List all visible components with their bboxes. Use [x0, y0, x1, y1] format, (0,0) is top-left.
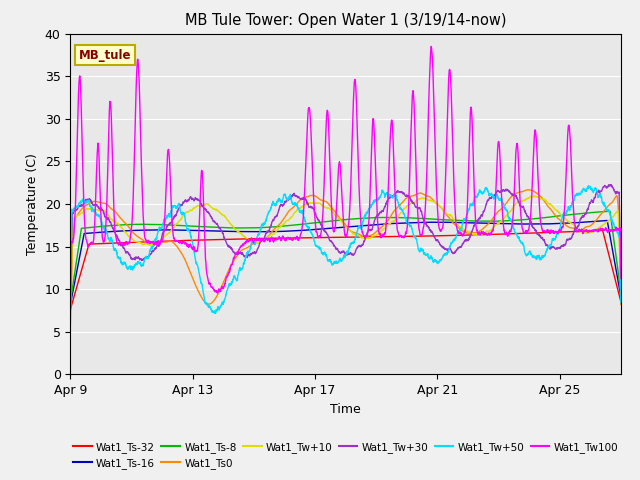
Wat1_Ts0: [129, 230, 137, 236]
Wat1_Ts-8: [301, 221, 309, 227]
Wat1_Ts-8: [162, 222, 170, 228]
Wat1_Ts-16: [278, 228, 285, 234]
Wat1_Tw100: [547, 228, 555, 233]
Wat1_Tw+50: [585, 183, 593, 189]
Wat1_Tw+50: [278, 199, 285, 205]
Y-axis label: Temperature (C): Temperature (C): [26, 153, 39, 255]
Wat1_Tw+30: [301, 196, 309, 202]
Wat1_Ts-8: [606, 210, 614, 216]
Line: Wat1_Ts-8: Wat1_Ts-8: [70, 211, 621, 302]
Wat1_Tw+50: [162, 216, 170, 222]
Wat1_Ts-32: [606, 257, 614, 263]
Wat1_Tw+30: [606, 183, 614, 189]
Wat1_Tw100: [617, 275, 625, 281]
Wat1_Ts0: [278, 219, 285, 225]
Line: Wat1_Tw+30: Wat1_Tw+30: [70, 185, 621, 296]
Wat1_Tw+50: [129, 265, 137, 271]
Wat1_Ts-32: [301, 235, 309, 240]
Wat1_Ts0: [301, 195, 309, 201]
X-axis label: Time: Time: [330, 403, 361, 416]
Wat1_Tw+30: [605, 182, 612, 188]
Wat1_Ts-32: [162, 238, 170, 244]
Wat1_Ts-32: [599, 228, 607, 233]
Wat1_Tw100: [428, 44, 435, 49]
Line: Wat1_Tw100: Wat1_Tw100: [70, 47, 621, 309]
Wat1_Ts-8: [617, 288, 625, 294]
Wat1_Ts-16: [604, 217, 611, 223]
Wat1_Ts-32: [278, 235, 285, 241]
Wat1_Ts-8: [278, 223, 285, 229]
Legend: Wat1_Ts-32, Wat1_Ts-16, Wat1_Ts-8, Wat1_Ts0, Wat1_Tw+10, Wat1_Tw+30, Wat1_Tw+50,: Wat1_Ts-32, Wat1_Ts-16, Wat1_Ts-8, Wat1_…: [69, 438, 622, 473]
Wat1_Ts-16: [67, 301, 74, 307]
Wat1_Ts-32: [617, 299, 625, 304]
Wat1_Ts-16: [617, 293, 625, 299]
Wat1_Ts-8: [67, 299, 74, 305]
Wat1_Ts0: [547, 206, 555, 212]
Wat1_Tw+10: [278, 223, 285, 229]
Line: Wat1_Ts-32: Wat1_Ts-32: [70, 230, 621, 310]
Wat1_Ts0: [617, 301, 625, 307]
Text: MB_tule: MB_tule: [79, 49, 131, 62]
Wat1_Ts0: [524, 187, 532, 192]
Wat1_Tw100: [606, 228, 614, 233]
Wat1_Tw+10: [547, 202, 555, 207]
Wat1_Ts-16: [547, 221, 554, 227]
Wat1_Tw+50: [547, 242, 555, 248]
Wat1_Ts-16: [162, 227, 170, 233]
Wat1_Tw+10: [301, 202, 309, 207]
Wat1_Tw+50: [301, 218, 309, 224]
Wat1_Tw+50: [607, 213, 614, 218]
Line: Wat1_Ts0: Wat1_Ts0: [70, 190, 621, 325]
Wat1_Tw100: [129, 195, 137, 201]
Wat1_Ts-8: [606, 208, 614, 214]
Wat1_Ts-32: [67, 307, 74, 312]
Wat1_Ts-32: [547, 229, 554, 235]
Wat1_Ts-16: [301, 227, 309, 233]
Wat1_Tw+30: [278, 203, 285, 208]
Wat1_Ts-16: [129, 228, 137, 233]
Wat1_Ts-8: [129, 222, 137, 228]
Line: Wat1_Ts-16: Wat1_Ts-16: [70, 220, 621, 304]
Wat1_Tw+10: [129, 237, 137, 242]
Wat1_Tw100: [162, 192, 170, 197]
Wat1_Tw+50: [617, 300, 625, 305]
Wat1_Tw+10: [617, 284, 625, 289]
Wat1_Ts-32: [129, 240, 137, 245]
Wat1_Tw100: [278, 237, 285, 243]
Wat1_Tw+30: [547, 245, 554, 251]
Wat1_Ts0: [162, 239, 170, 245]
Wat1_Tw+50: [212, 311, 220, 316]
Wat1_Ts-8: [547, 214, 554, 220]
Wat1_Tw+30: [67, 293, 74, 299]
Wat1_Tw+10: [531, 193, 538, 199]
Wat1_Ts-16: [606, 234, 614, 240]
Wat1_Tw+10: [162, 233, 170, 239]
Wat1_Tw+50: [67, 284, 74, 289]
Line: Wat1_Tw+10: Wat1_Tw+10: [70, 196, 621, 298]
Wat1_Tw100: [67, 306, 74, 312]
Wat1_Ts0: [67, 322, 74, 328]
Wat1_Tw+30: [617, 272, 625, 278]
Line: Wat1_Tw+50: Wat1_Tw+50: [70, 186, 621, 313]
Wat1_Tw+30: [162, 227, 170, 232]
Wat1_Ts0: [606, 201, 614, 207]
Wat1_Tw+10: [67, 295, 74, 300]
Title: MB Tule Tower: Open Water 1 (3/19/14-now): MB Tule Tower: Open Water 1 (3/19/14-now…: [185, 13, 506, 28]
Wat1_Tw+30: [129, 256, 137, 262]
Wat1_Tw100: [301, 171, 309, 177]
Wat1_Tw+10: [606, 216, 614, 222]
